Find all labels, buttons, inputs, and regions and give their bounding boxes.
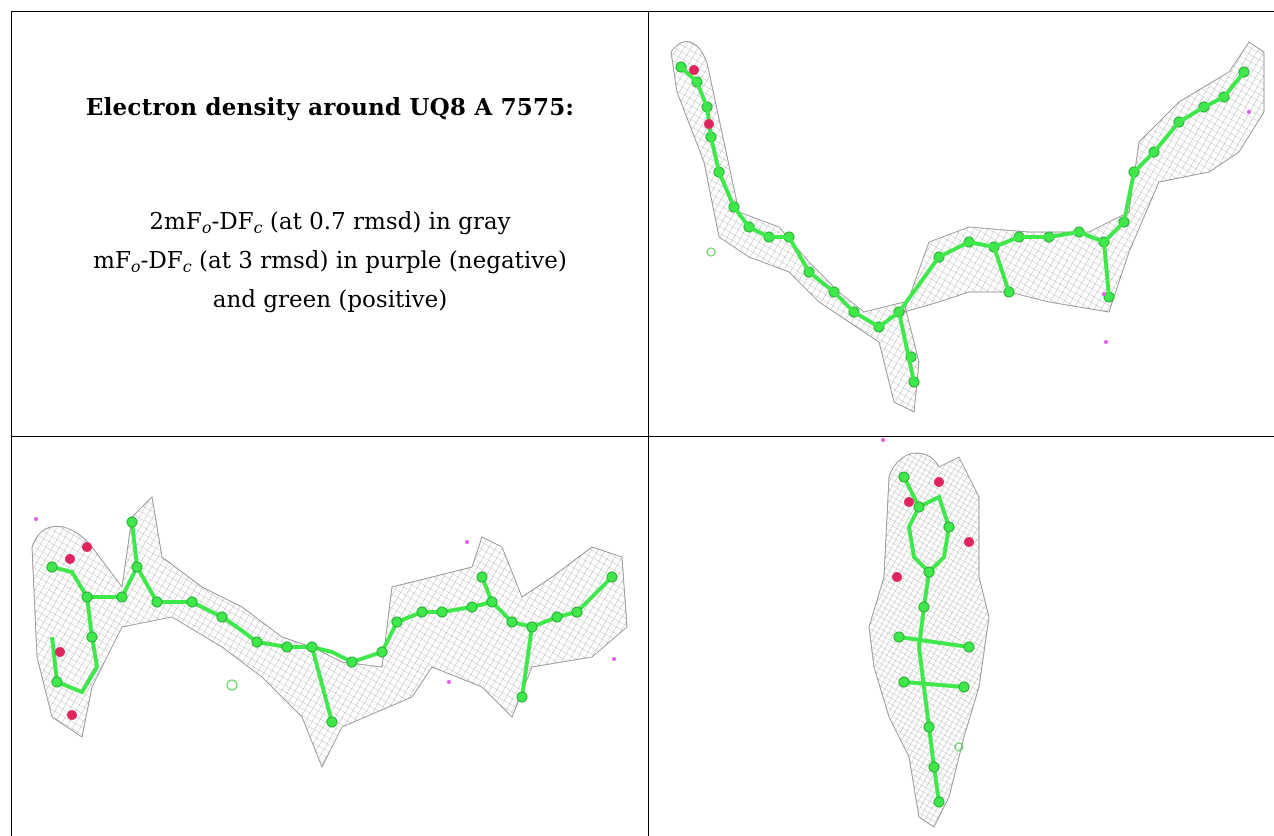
molecule-render-2 <box>31 496 628 768</box>
legend-line-3: and green (positive) <box>212 287 448 313</box>
legend-text: -DF <box>140 248 183 274</box>
legend-sub: o <box>201 218 212 237</box>
density-mesh <box>670 41 1265 413</box>
oxygen-atoms <box>55 542 92 720</box>
legend-sub: o <box>130 257 141 276</box>
legend-text: 2mF <box>149 209 202 235</box>
figure-heading: Electron density around UQ8 A 7575: <box>85 94 575 121</box>
difference-density-blobs <box>34 517 616 691</box>
density-mesh <box>31 496 628 768</box>
figure-table <box>11 11 1274 836</box>
legend-text: -DF <box>211 209 254 235</box>
legend-sub: c <box>253 218 263 237</box>
molecule-render-3 <box>868 438 990 828</box>
density-view-bottom-left <box>12 437 648 836</box>
legend-text: (at 0.7 rmsd) in gray <box>262 209 511 235</box>
legend-line-2fo-fc: 2mFo-DFc (at 0.7 rmsd) in gray <box>12 203 648 242</box>
carbon-atoms <box>46 516 618 728</box>
density-view-top-right <box>649 12 1274 436</box>
bonds <box>679 65 1246 383</box>
table-divider-vertical <box>648 11 649 836</box>
carbon-atoms <box>893 471 975 808</box>
difference-density-blobs <box>881 438 964 752</box>
oxygen-atoms <box>689 65 714 129</box>
table-divider-horizontal <box>11 436 1274 437</box>
legend-text: (at 3 rmsd) in purple (negative) <box>191 248 567 274</box>
density-legend: 2mFo-DFc (at 0.7 rmsd) in gray mFo-DFc (… <box>12 203 648 320</box>
oxygen-atoms <box>892 477 974 582</box>
legend-text: mF <box>93 248 131 274</box>
legend-line-fo-fc: mFo-DFc (at 3 rmsd) in purple (negative) <box>12 242 648 281</box>
difference-density-blobs <box>706 110 1251 344</box>
caption-cell: Electron density around UQ8 A 7575: 2mFo… <box>12 12 648 436</box>
density-view-bottom-right <box>649 437 1274 836</box>
molecule-render-1 <box>670 41 1265 413</box>
legend-sub: c <box>182 257 192 276</box>
